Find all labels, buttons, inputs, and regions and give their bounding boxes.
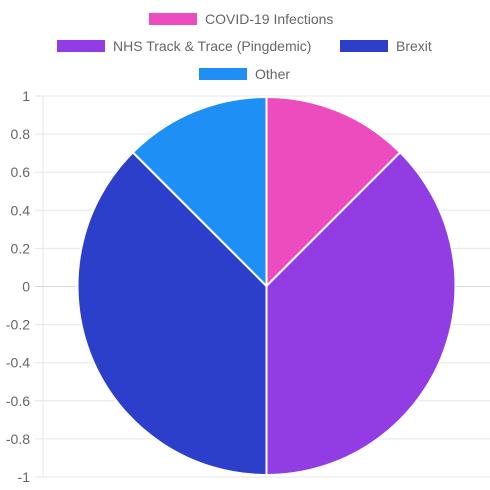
legend: COVID-19 Infections NHS Track & Trace (Pi… bbox=[57, 11, 432, 82]
pie-slice-brexit[interactable] bbox=[76, 151, 268, 476]
legend-item-covid-19-infections[interactable]: COVID-19 Infections bbox=[149, 11, 333, 27]
pie-slices bbox=[76, 96, 457, 476]
legend-swatch bbox=[149, 13, 197, 25]
y-tick-label: -0.4 bbox=[6, 355, 30, 371]
pie-slice-nhs-track-trace-pingdemic[interactable] bbox=[265, 151, 457, 476]
legend-label: NHS Track & Trace (Pingdemic) bbox=[113, 38, 311, 54]
y-tick-label: -0.2 bbox=[6, 317, 30, 333]
pie-slice-other[interactable] bbox=[131, 96, 268, 287]
y-tick-label: 1 bbox=[22, 88, 30, 104]
y-tick-label: -1 bbox=[18, 469, 31, 485]
pie-slice-covid-19-infections[interactable] bbox=[265, 96, 402, 287]
legend-swatch bbox=[57, 40, 105, 52]
y-tick-label: -0.8 bbox=[6, 431, 30, 447]
legend-label: Other bbox=[255, 66, 290, 82]
y-tick-label: 0.6 bbox=[11, 164, 31, 180]
legend-swatch bbox=[199, 68, 247, 80]
y-tick-label: 0.2 bbox=[11, 240, 31, 256]
y-axis: 1 0.8 0.6 0.4 0.2 0 -0.2 -0.4 -0.6 -0.8 -1 bbox=[6, 88, 30, 485]
legend-label: Brexit bbox=[396, 38, 432, 54]
legend-item-brexit[interactable]: Brexit bbox=[340, 38, 432, 54]
y-tick-label: -0.6 bbox=[6, 393, 30, 409]
y-tick-label: 0 bbox=[22, 279, 30, 295]
legend-swatch bbox=[340, 40, 388, 52]
legend-label: COVID-19 Infections bbox=[205, 11, 333, 27]
legend-item-nhs-track-trace-pingdemic[interactable]: NHS Track & Trace (Pingdemic) bbox=[57, 38, 311, 54]
legend-item-other[interactable]: Other bbox=[199, 66, 290, 82]
y-tick-label: 0.4 bbox=[11, 202, 31, 218]
y-tick-label: 0.8 bbox=[11, 126, 31, 142]
